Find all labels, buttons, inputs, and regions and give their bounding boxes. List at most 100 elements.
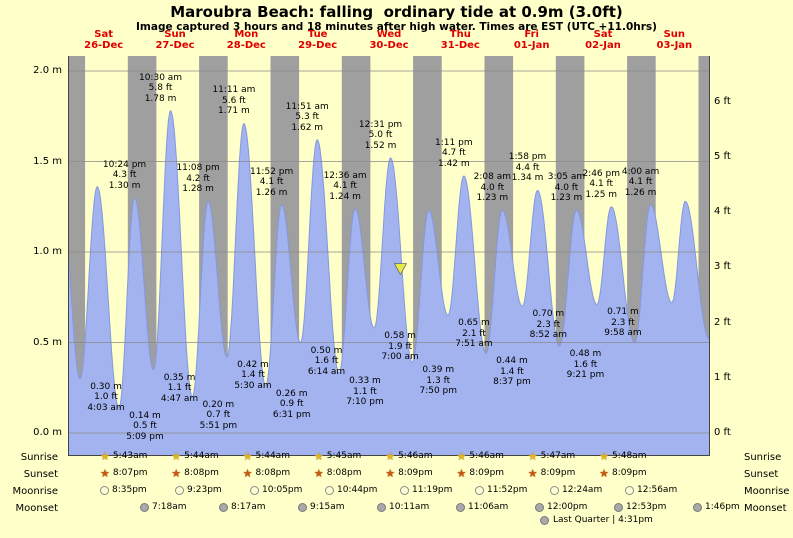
moonrise-circle [100,485,109,495]
night-band [698,56,710,456]
date-label: Sat 02-Jan [585,29,621,51]
moonset-time: 11:06am [456,501,508,514]
date-label: Sun 03-Jan [656,29,693,51]
moonrise-time: 10:44pm [325,484,377,497]
moonset-circle [377,502,386,512]
sunrise-time-text: 5:46am [469,451,504,461]
page-subtitle: Image captured 3 hours and 18 minutes af… [136,21,657,33]
sunrise-star: ★ [171,449,182,463]
sunset-time: ★ 8:07pm [100,467,148,480]
sunset-time-text: 8:09pm [469,468,505,478]
moonset-time: 9:15am [298,501,345,514]
moonset-time-text: 7:18am [152,502,187,512]
tide-area [68,110,710,457]
sunrise-time: ★ 5:44am [243,450,290,463]
sunrise-star: ★ [242,449,253,463]
sunset-star: ★ [385,466,396,480]
low-tide-label: 0.50 m 1.6 ft 6:14 am [307,345,346,377]
sunset-star: ★ [599,466,609,480]
sunset-time-text: 8:09pm [611,468,647,478]
moonset-circle [693,502,702,512]
moonrise-time-text: 12:56am [637,485,678,495]
low-tide-label: 0.39 m 1.3 ft 7:50 pm [419,365,458,397]
sunset-time: ★ 8:08pm [314,467,362,480]
sunset-time-text: 8:08pm [255,468,291,478]
sunset-time: ★ 8:08pm [243,467,291,480]
moonset-circle [298,502,307,512]
sunset-star: ★ [242,466,253,480]
moonset-time-text: 10:11am [389,502,430,512]
sunset-star: ★ [313,466,324,480]
low-tide-label: 0.20 m 0.7 ft 5:51 pm [199,399,238,431]
low-tide-label: 0.65 m 2.1 ft 7:51 am [455,318,493,350]
sunset-time-text: 8:08pm [184,468,219,478]
y-axis-label-metres: 0.5 m [33,336,62,348]
moonset-circle [535,502,544,512]
moonset-time-text: 9:15am [310,502,345,512]
tide-plot-area [67,56,710,457]
moonset-circle [219,502,228,512]
moonset-time-text: 11:06am [468,502,509,512]
high-tide-label: 10:24 pm 4.3 ft 1.30 m [102,159,147,191]
moonrise-time: 8:35pm [100,484,147,497]
date-label: Sat 26-Dec [84,29,124,51]
high-tide-label: 11:51 am 5.3 ft 1.62 m [285,101,329,133]
high-tide-label: 11:11 am 5.6 ft 1.71 m [212,85,256,117]
date-label: Sun 27-Dec [155,29,195,51]
sunrise-time: ★ 5:44am [171,450,218,463]
sunrise-star: ★ [599,449,609,463]
sunrise-star: ★ [527,449,538,463]
sunset-time: ★ 8:09pm [457,467,505,480]
moonset-time: 1:46pm [693,501,740,514]
moonset-time-text: 1:46pm [705,502,740,512]
sunrise-time-text: 5:45am [326,451,362,461]
sunset-time: ★ 8:08pm [171,467,219,480]
sunrise-row-label-right: Sunrise [744,452,782,463]
sunrise-time-text: 5:43am [112,451,148,461]
moonrise-time-text: 8:35pm [112,485,147,495]
sunrise-time-text: 5:44am [184,451,219,461]
sunrise-star: ★ [385,449,396,463]
y-axis-label-metres: 0.0 m [33,427,62,438]
moonrise-circle [475,485,484,495]
moonrise-row-label-left: Moonrise [12,486,58,497]
sunrise-time-text: 5:47am [540,451,576,461]
moonrise-time: 9:23pm [175,484,222,497]
date-label: Fri 01-Jan [513,29,550,51]
moonrise-circle [250,485,259,495]
low-tide-label: 0.14 m 0.5 ft 5:09 pm [126,410,164,442]
moonset-time-text: 12:53pm [626,502,667,512]
sunrise-star: ★ [456,449,467,463]
high-tide-label: 1:11 pm 4.7 ft 1.42 m [435,137,473,169]
plot-border [68,56,710,456]
moonrise-time: 12:56am [625,484,677,497]
moonrise-time-text: 12:24am [562,485,603,495]
moonset-circle [140,502,149,512]
moon-phase-text: Last Quarter | 4:31pm [553,515,653,525]
moonrise-time: 10:05pm [250,484,302,497]
sunrise-time-text: 5:46am [398,451,433,461]
low-tide-label: 0.44 m 1.4 ft 8:37 pm [493,356,531,388]
moonset-time: 7:18am [140,501,187,514]
moonset-row-label-left: Moonset [15,503,59,514]
low-tide-label: 0.42 m 1.4 ft 5:30 am [234,359,272,391]
date-label: Mon 28-Dec [226,29,266,51]
current-tide-marker [393,263,408,276]
sunset-time: ★ 8:09pm [385,467,433,480]
y-axis-label-feet: 5 ft [714,151,731,163]
y-axis-label-feet: 1 ft [714,371,731,383]
moonrise-circle [550,485,559,495]
high-tide-label: 1:58 pm 4.4 ft 1.34 m [508,152,547,184]
y-axis-label-feet: 6 ft [714,95,731,107]
sunset-time: ★ 8:09pm [528,467,576,480]
low-tide-label: 0.71 m 2.3 ft 9:58 am [604,307,642,339]
sunset-time-text: 8:09pm [398,468,433,478]
moonset-time-text: 12:00pm [547,502,588,512]
sunrise-time: ★ 5:46am [385,450,432,463]
moonrise-time: 12:24am [550,484,602,497]
sunrise-time: ★ 5:48am [599,450,646,463]
moonrise-time: 11:19pm [400,484,452,497]
moonrise-time-text: 10:05pm [262,485,303,495]
sunset-time-text: 8:08pm [326,468,362,478]
moonset-time: 12:53pm [614,501,666,514]
